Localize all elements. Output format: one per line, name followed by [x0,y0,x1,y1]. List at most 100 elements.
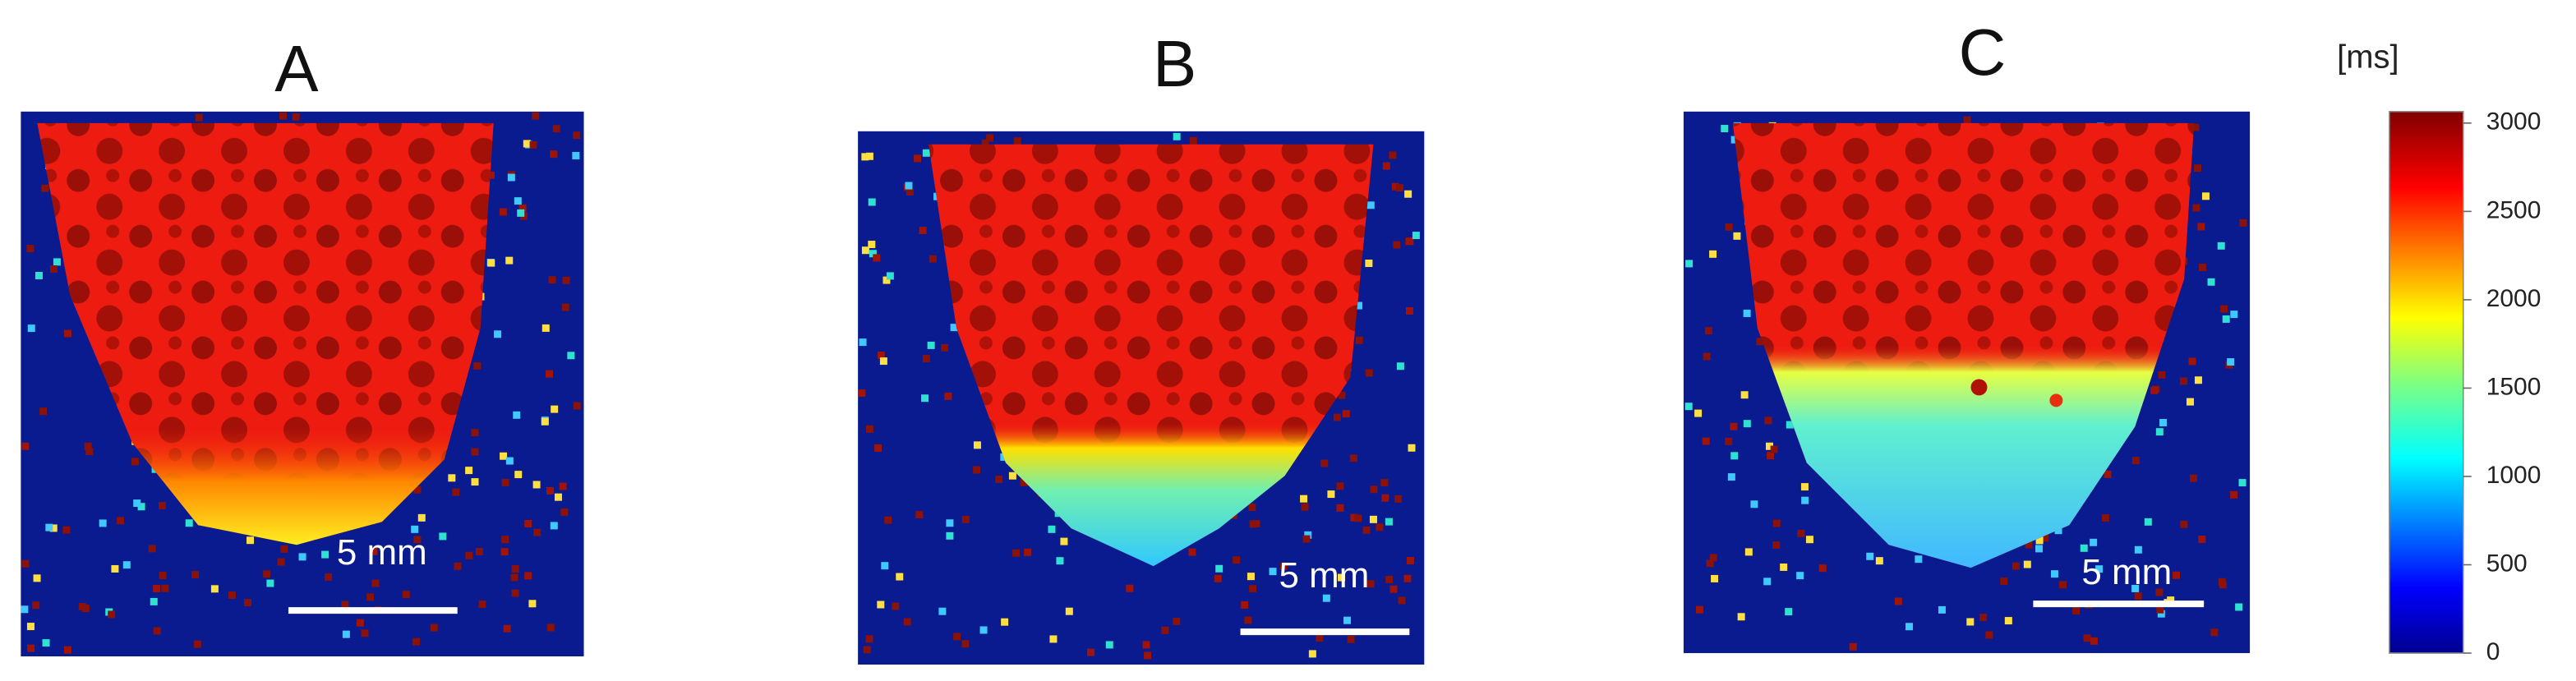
colorbar-unit: [ms] [2337,39,2399,75]
speckle [973,441,981,449]
speckle [1985,631,1993,639]
speckle [1412,232,1420,240]
speckle [1684,403,1693,411]
speckle [2050,570,2058,578]
speckle [1709,250,1717,258]
speckle [2104,470,2112,478]
speckle [62,526,71,534]
speckle [1750,500,1758,508]
speckle [486,171,495,179]
speckle [1249,585,1257,593]
speckle [2207,278,2215,286]
speckle [1214,574,1222,582]
speckle [1355,336,1363,344]
speckle [2095,565,2104,573]
speckle [454,562,462,570]
speckle [865,425,873,433]
speckle [953,633,961,641]
speckle [2159,418,2168,426]
speckle [922,355,930,363]
speckle [465,467,473,475]
speckle [471,478,479,486]
speckle [2188,357,2196,366]
speckle [1772,519,1781,527]
speckle [1322,594,1330,602]
speckle [979,626,988,634]
speckle [503,624,511,633]
speckle [561,303,569,311]
speckle [886,272,894,280]
speckle [2090,538,2098,546]
speckle [514,471,523,479]
speckle [2011,562,2020,570]
scale-bar-label: 5 mm [2081,552,2172,592]
speckle [1369,515,1377,523]
speckle [1300,495,1308,503]
speckle [298,553,306,561]
speckle [1365,260,1373,268]
speckle [513,411,521,419]
speckle [861,153,869,161]
speckle [475,547,483,555]
speckle [1756,338,1764,346]
speckle [877,600,885,609]
speckle [922,149,930,157]
speckle [863,646,871,654]
speckle [185,519,193,527]
speckle [1391,182,1399,191]
speckle [560,508,569,516]
speckle [27,644,35,652]
speckle [1189,136,1197,145]
speckle [228,591,236,599]
speckle [523,140,531,148]
spot [2049,393,2063,407]
speckle [1385,575,1394,583]
speckle [501,536,509,544]
speckle [280,545,288,553]
speckle [1056,557,1064,565]
speckle [1248,504,1256,512]
speckle [1780,563,1788,571]
speckle [2198,264,2206,272]
speckle [892,602,900,610]
speckle [1725,437,1733,445]
speckle [550,150,558,159]
speckle [49,265,58,273]
speckle [1725,223,1733,231]
speckle [341,600,349,609]
speckle [938,607,947,615]
speckle [1805,536,1813,544]
speckle [2235,603,2243,611]
speckle [1342,410,1350,418]
speckle [1938,605,1946,614]
speckle [986,134,994,142]
speckle [1349,454,1357,462]
speckle [32,601,40,610]
speckle [546,623,555,632]
speckle [1013,137,1021,145]
speckle [1252,520,1260,528]
speckle [896,573,904,581]
speckle [263,570,271,578]
speckle [1711,574,1719,582]
speckle [1086,648,1094,656]
speckle [874,444,882,452]
speckle [1763,577,1772,586]
heart-rim [1732,122,2195,568]
speckle [950,324,958,332]
speckle [2004,617,2012,625]
speckle [325,573,333,581]
speckle [266,579,274,587]
speckle [417,513,426,522]
speckle [1966,618,1975,626]
speckle [1730,452,1739,460]
speckle [961,515,970,523]
speckle [371,579,380,587]
spot [1970,379,1988,396]
speckle [84,442,92,450]
speckle [2072,607,2081,615]
speckle [1695,605,1703,614]
tick-label: 500 [2486,550,2528,577]
speckle [195,113,203,122]
